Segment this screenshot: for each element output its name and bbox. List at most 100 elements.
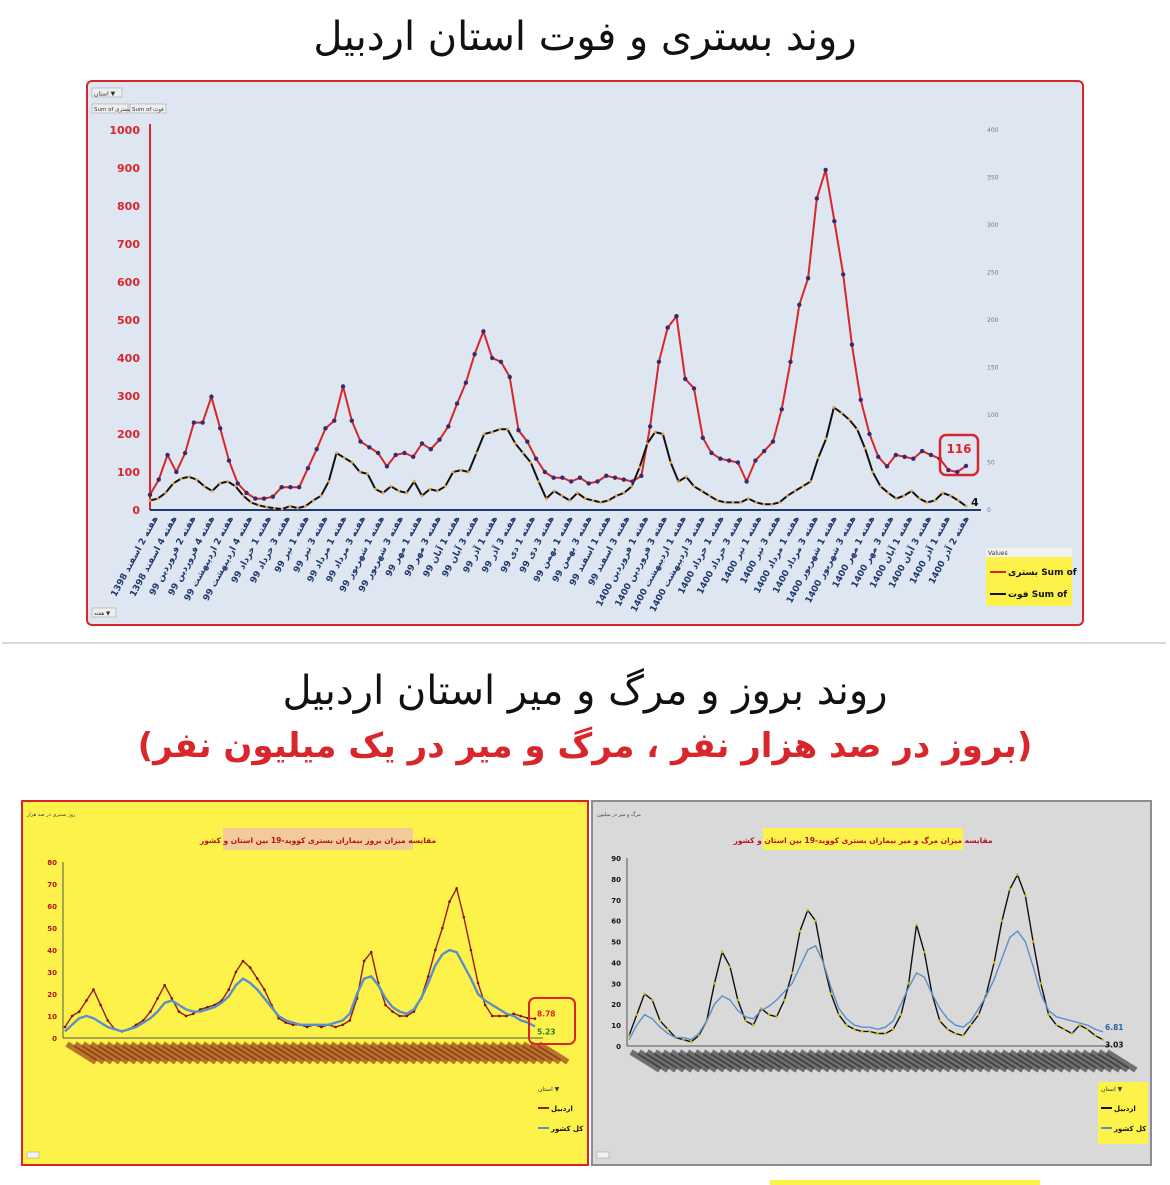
x-tick-label-mark xyxy=(313,1041,346,1065)
x-tick-label-mark xyxy=(473,1041,506,1065)
data-point-deaths xyxy=(389,484,393,488)
data-point-deaths xyxy=(677,480,680,483)
x-tick-label-mark xyxy=(305,1041,338,1065)
data-point-deaths xyxy=(949,494,952,498)
x-tick-label-mark xyxy=(847,1049,880,1073)
legend-header xyxy=(986,548,1072,557)
filter-button xyxy=(26,1151,40,1159)
y-tick-label: 0 xyxy=(132,504,140,517)
data-point-hospitalized xyxy=(568,479,574,484)
data-point-deaths xyxy=(319,494,323,498)
data-point-deaths xyxy=(467,470,471,474)
data-point-hospitalized xyxy=(797,302,802,307)
data-point-deaths xyxy=(342,456,346,460)
y2-tick-label: 0 xyxy=(987,507,991,514)
annotation-value: 6.81 xyxy=(1105,1023,1124,1032)
data-point-hospitalized xyxy=(761,448,767,454)
x-tick-label-mark xyxy=(693,1049,726,1073)
data-point xyxy=(853,1027,856,1031)
data-point-hospitalized xyxy=(823,167,828,173)
data-point xyxy=(720,950,724,954)
data-point-deaths xyxy=(809,480,812,483)
x-tick-label-mark xyxy=(137,1041,170,1065)
data-point-deaths xyxy=(311,499,315,502)
data-point xyxy=(284,1021,288,1024)
data-point xyxy=(868,1030,872,1033)
data-point-hospitalized xyxy=(674,314,679,319)
x-tick-label-mark xyxy=(369,1041,402,1065)
data-point xyxy=(752,1023,755,1027)
x-tick-label-mark xyxy=(911,1049,944,1073)
x-tick-label-mark xyxy=(831,1049,864,1073)
data-point-deaths xyxy=(358,470,362,474)
data-point xyxy=(713,982,716,985)
data-point-deaths xyxy=(723,501,727,504)
data-point xyxy=(227,988,231,991)
data-point xyxy=(199,1008,202,1011)
data-point-deaths xyxy=(179,477,183,481)
data-point xyxy=(837,1013,841,1016)
data-point-hospitalized xyxy=(393,452,398,458)
x-tick-label-mark xyxy=(1048,1049,1081,1073)
x-tick-label-mark xyxy=(217,1041,250,1065)
data-point xyxy=(1039,982,1043,985)
data-point-hospitalized xyxy=(226,458,232,463)
x-tick-label-mark xyxy=(1032,1049,1065,1073)
data-point-hospitalized xyxy=(726,458,732,463)
data-point-deaths xyxy=(513,442,517,445)
data-point xyxy=(627,1034,631,1037)
data-point xyxy=(348,1019,352,1022)
data-point-deaths xyxy=(614,494,618,498)
x-tick-label-mark xyxy=(393,1041,426,1065)
x-tick-label-mark xyxy=(629,1049,662,1073)
data-point xyxy=(938,1019,942,1023)
x-tick-label-mark xyxy=(481,1041,514,1065)
legend: Values بستری Sum of فوت Sum of xyxy=(986,548,1077,606)
y-tick-label: 90 xyxy=(611,855,621,863)
y-tick-label: 1000 xyxy=(109,124,140,137)
chart-title-box xyxy=(763,828,963,850)
x-tick-label-mark xyxy=(839,1049,872,1073)
data-point-deaths xyxy=(451,470,455,474)
data-point-deaths xyxy=(708,494,711,498)
data-point xyxy=(305,1025,309,1029)
data-point-hospitalized xyxy=(165,452,170,458)
data-point xyxy=(476,981,480,985)
data-point-hospitalized xyxy=(709,450,714,456)
x-tick-label-mark xyxy=(734,1049,767,1073)
x-tick-label-mark xyxy=(935,1049,969,1073)
data-point-hospitalized xyxy=(858,397,863,402)
x-tick-label-mark xyxy=(129,1041,162,1065)
data-point-deaths xyxy=(917,497,921,500)
data-point-deaths xyxy=(770,502,774,506)
x-tick-label-mark xyxy=(65,1041,98,1065)
data-point-deaths xyxy=(506,427,509,431)
data-point-hospitalized xyxy=(463,380,469,385)
field-button xyxy=(91,103,129,114)
data-point-deaths xyxy=(886,491,890,495)
data-point-deaths xyxy=(218,482,222,485)
data-point-deaths xyxy=(203,484,206,488)
data-point xyxy=(954,1032,957,1035)
data-point xyxy=(255,977,259,980)
y2-tick-label: 50 xyxy=(987,460,995,467)
data-point-hospitalized xyxy=(200,420,205,425)
legend-entry: بستری Sum of xyxy=(1008,568,1077,578)
x-tick-label-mark xyxy=(758,1049,791,1073)
x-tick-label-mark xyxy=(774,1049,807,1073)
data-point xyxy=(666,1027,670,1031)
data-point-hospitalized xyxy=(340,384,346,389)
data-point xyxy=(1101,1038,1105,1041)
data-point xyxy=(63,1025,67,1029)
data-point-deaths xyxy=(195,478,199,481)
x-tick-label-mark xyxy=(265,1041,298,1065)
annotation-value: 3.03 xyxy=(1105,1041,1124,1050)
x-tick-label-mark xyxy=(1000,1049,1033,1073)
x-tick-label-mark xyxy=(726,1049,759,1073)
x-tick-label-mark xyxy=(1089,1049,1122,1073)
data-point-hospitalized xyxy=(700,435,705,440)
y-tick-label: 10 xyxy=(47,1013,57,1021)
data-point-deaths xyxy=(855,427,859,431)
data-point-deaths xyxy=(537,480,540,483)
data-point xyxy=(384,1003,387,1007)
